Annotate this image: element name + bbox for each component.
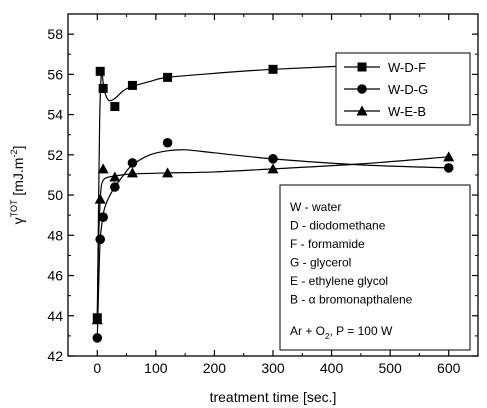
point-w-d-g bbox=[162, 137, 173, 148]
point-w-e-b bbox=[162, 167, 174, 178]
point-w-e-b bbox=[267, 163, 279, 174]
point-w-e-b bbox=[443, 151, 455, 162]
point-w-d-g bbox=[127, 158, 138, 168]
note-line: F - formamide bbox=[290, 237, 365, 251]
point-w-e-b bbox=[126, 167, 138, 178]
legend-marker-w-e-b bbox=[356, 105, 368, 116]
point-w-d-g bbox=[110, 182, 120, 192]
x-tick-label: 200 bbox=[203, 360, 227, 376]
y-tick-label: 42 bbox=[47, 348, 63, 364]
x-tick-label: 0 bbox=[93, 360, 101, 376]
legend-label-w-d-g: W-D-G bbox=[388, 82, 428, 97]
y-tick-label: 50 bbox=[47, 187, 63, 203]
point-w-d-f bbox=[163, 72, 173, 82]
y-axis-title: γTOT [mJ.m-2] bbox=[9, 146, 26, 225]
note-line: G - glycerol bbox=[290, 256, 351, 270]
point-w-d-g bbox=[92, 333, 103, 343]
point-w-e-b bbox=[91, 314, 103, 325]
legend-marker-w-d-f bbox=[357, 62, 367, 72]
y-tick-label: 46 bbox=[47, 268, 63, 284]
curve-w-d-f bbox=[96, 60, 449, 318]
point-w-d-g bbox=[95, 234, 106, 245]
legend: W-D-F W-D-G W-E-B bbox=[335, 52, 471, 126]
point-w-d-g bbox=[268, 154, 278, 164]
x-axis-title: treatment time [sec.] bbox=[210, 389, 337, 405]
series-curves bbox=[96, 60, 449, 338]
y-tick-label: 56 bbox=[47, 66, 63, 82]
note-line: E - ethylene glycol bbox=[290, 274, 388, 288]
x-tick-label: 600 bbox=[437, 360, 461, 376]
legend-label-w-d-f: W-D-F bbox=[388, 60, 426, 75]
point-w-d-f bbox=[95, 66, 105, 76]
y-tick-label: 52 bbox=[47, 147, 63, 163]
x-tick-label: 100 bbox=[144, 360, 168, 376]
x-tick-label: 500 bbox=[378, 360, 402, 376]
y-tick-label: 58 bbox=[47, 26, 63, 42]
point-w-d-f bbox=[110, 102, 120, 112]
x-tick-label: 400 bbox=[320, 360, 344, 376]
point-w-d-f bbox=[98, 83, 108, 93]
axis-ticks bbox=[67, 14, 479, 357]
curve-w-d-g bbox=[96, 149, 449, 338]
point-w-d-g bbox=[98, 212, 108, 222]
point-w-e-b bbox=[94, 193, 106, 204]
note-line: B - α bromonapthalene bbox=[290, 293, 413, 307]
axis-tick-labels: 0 100 200 300 400 500 600 42 44 46 48 50 52 54 56 58 bbox=[47, 26, 460, 376]
notes-box: Ar + O2, P = 100 W W - water D - diodomet… bbox=[279, 184, 471, 351]
x-tick-label: 300 bbox=[261, 360, 285, 376]
legend-label-w-e-b: W-E-B bbox=[388, 104, 426, 119]
point-w-e-b bbox=[109, 171, 121, 182]
point-w-e-b bbox=[97, 163, 109, 174]
point-w-d-f bbox=[268, 64, 278, 74]
note-conditions: Ar + O2, P = 100 W bbox=[290, 324, 393, 341]
y-tick-label: 54 bbox=[47, 107, 63, 123]
y-tick-label: 44 bbox=[47, 308, 63, 324]
legend-marker-w-d-g bbox=[357, 84, 367, 94]
note-line: W - water bbox=[290, 200, 341, 214]
note-line: D - diodomethane bbox=[290, 219, 386, 233]
y-tick-label: 48 bbox=[47, 227, 63, 243]
curve-w-e-b bbox=[96, 156, 449, 320]
point-w-d-f bbox=[127, 80, 137, 90]
point-w-d-g bbox=[443, 163, 454, 173]
